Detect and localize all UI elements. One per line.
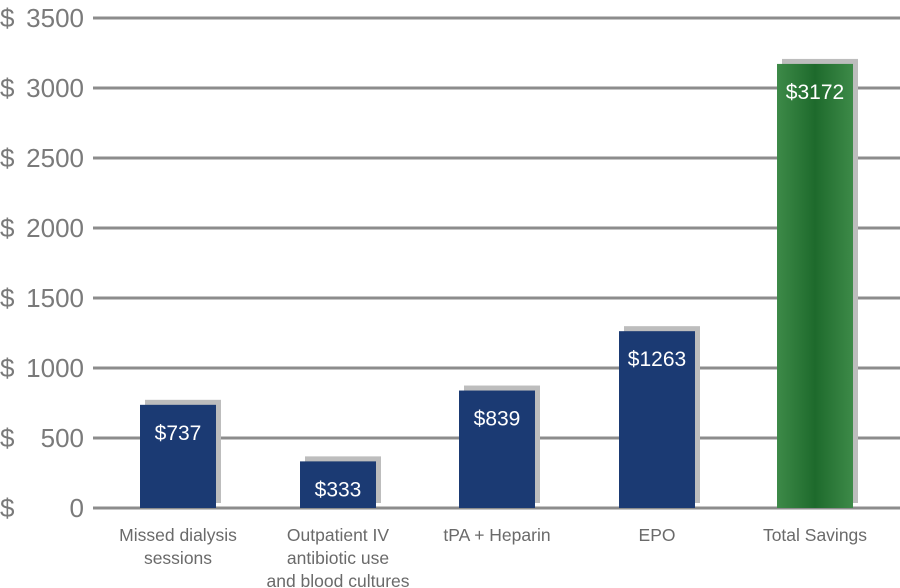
y-tick-currency: $ bbox=[0, 423, 15, 453]
y-tick-label: $1000 bbox=[0, 353, 84, 383]
y-tick-label: $2500 bbox=[0, 143, 84, 173]
y-tick-value: 3500 bbox=[26, 3, 84, 33]
y-tick-currency: $ bbox=[0, 73, 15, 103]
y-tick-currency: $ bbox=[0, 213, 15, 243]
y-tick-currency: $ bbox=[0, 493, 15, 523]
bar bbox=[619, 331, 695, 508]
bar bbox=[777, 63, 853, 509]
y-tick-label: $2000 bbox=[0, 213, 84, 243]
y-tick-currency: $ bbox=[0, 283, 15, 313]
bar bbox=[459, 390, 535, 508]
y-tick-label: $3500 bbox=[0, 3, 84, 33]
bar-value-label: $839 bbox=[474, 408, 521, 431]
category-label: Outpatient IV bbox=[287, 525, 389, 545]
y-tick-value: 1500 bbox=[26, 283, 84, 313]
y-tick-value: 3000 bbox=[26, 73, 84, 103]
bar bbox=[140, 404, 216, 508]
category-label: tPA + Heparin bbox=[443, 525, 550, 545]
y-tick-currency: $ bbox=[0, 3, 15, 33]
category-label: and blood cultures bbox=[266, 571, 409, 588]
y-tick-value: 0 bbox=[70, 493, 84, 523]
y-tick-value: 2000 bbox=[26, 213, 84, 243]
category-label: Total Savings bbox=[763, 525, 867, 545]
y-tick-label: $0 bbox=[0, 493, 84, 523]
y-tick-label: $3000 bbox=[0, 73, 84, 103]
y-tick-label: $1500 bbox=[0, 283, 84, 313]
category-label: Missed dialysis bbox=[119, 525, 237, 545]
category-label: antibiotic use bbox=[287, 548, 389, 568]
y-tick-currency: $ bbox=[0, 353, 15, 383]
y-tick-value: 2500 bbox=[26, 143, 84, 173]
bar-value-label: $333 bbox=[315, 478, 362, 501]
y-tick-value: 500 bbox=[41, 423, 84, 453]
category-label: sessions bbox=[144, 548, 212, 568]
bar-value-label: $737 bbox=[155, 422, 202, 445]
bars: $737 $333 $839 $1263 $3172 bbox=[140, 58, 858, 509]
category-labels: Missed dialysis sessions Outpatient IV anti… bbox=[119, 525, 867, 588]
y-tick-value: 1000 bbox=[26, 353, 84, 383]
category-label: EPO bbox=[639, 525, 676, 545]
y-axis-tick-labels: $0$ 500$ 1000$ 1500$ 2000$ 2500$ 3000$ 3500 bbox=[0, 3, 84, 523]
y-tick-currency: $ bbox=[0, 143, 15, 173]
bar-value-label: $3172 bbox=[786, 81, 844, 104]
bar bbox=[300, 461, 376, 508]
gridlines bbox=[93, 16, 900, 510]
bar-value-label: $1263 bbox=[628, 348, 686, 371]
y-tick-label: $500 bbox=[0, 423, 84, 453]
